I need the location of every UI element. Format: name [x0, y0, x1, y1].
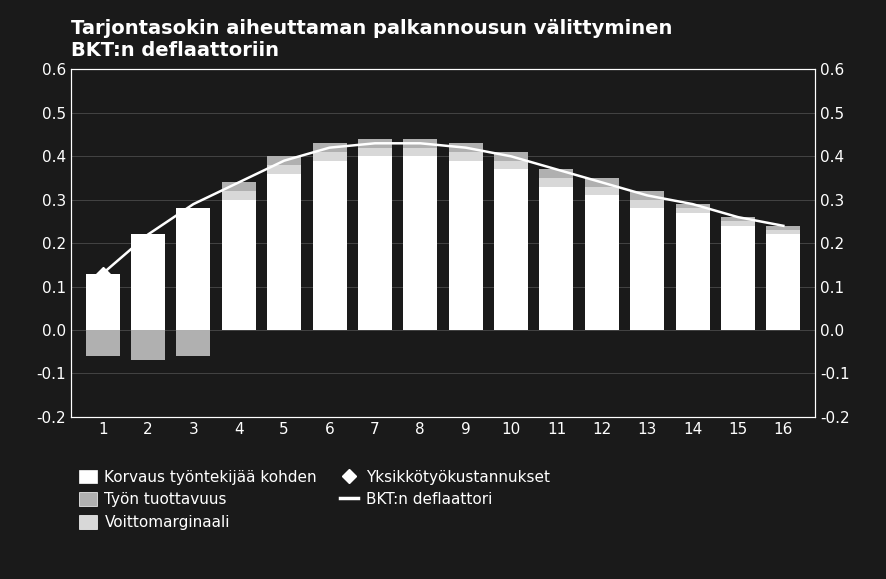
- BKT:n deflaattori: [596, 179, 607, 186]
- BKT:n deflaattori: [551, 166, 562, 173]
- Bar: [630, 208, 664, 330]
- Bar: [222, 182, 256, 191]
- Bar: [585, 196, 618, 330]
- Bar: [358, 148, 392, 156]
- Bar: [675, 204, 710, 208]
- Bar: [313, 152, 346, 161]
- Bar: [403, 156, 438, 330]
- Bar: [176, 330, 210, 356]
- Bar: [131, 234, 165, 330]
- Bar: [494, 152, 528, 161]
- Bar: [403, 139, 438, 148]
- Bar: [766, 226, 800, 230]
- Bar: [675, 208, 710, 213]
- BKT:n deflaattori: [369, 140, 380, 147]
- BKT:n deflaattori: [641, 192, 652, 199]
- Bar: [268, 165, 301, 174]
- BKT:n deflaattori: [188, 201, 198, 208]
- Bar: [222, 191, 256, 200]
- BKT:n deflaattori: [778, 222, 789, 229]
- Bar: [313, 143, 346, 152]
- Bar: [448, 161, 483, 330]
- Bar: [448, 143, 483, 152]
- Legend: Korvaus työntekijää kohden, Työn tuottavuus, Voittomarginaali, Yksikkötyökustann: Korvaus työntekijää kohden, Työn tuottav…: [79, 470, 550, 530]
- BKT:n deflaattori: [324, 144, 335, 151]
- BKT:n deflaattori: [415, 140, 425, 147]
- BKT:n deflaattori: [461, 144, 471, 151]
- Bar: [86, 274, 120, 330]
- Bar: [268, 174, 301, 330]
- Bar: [721, 226, 755, 330]
- Bar: [176, 208, 210, 330]
- Bar: [494, 161, 528, 170]
- Bar: [721, 221, 755, 226]
- Bar: [766, 234, 800, 330]
- Yksikkötyökustannukset: [97, 270, 108, 277]
- Bar: [268, 156, 301, 165]
- BKT:n deflaattori: [688, 201, 698, 208]
- BKT:n deflaattori: [97, 270, 108, 277]
- Bar: [222, 200, 256, 330]
- Bar: [131, 330, 165, 360]
- Text: Tarjontasokin aiheuttaman palkannousun välittyminen
BKT:n deflaattoriin: Tarjontasokin aiheuttaman palkannousun v…: [71, 19, 672, 60]
- Line: BKT:n deflaattori: BKT:n deflaattori: [103, 144, 783, 274]
- BKT:n deflaattori: [143, 231, 153, 238]
- Bar: [358, 156, 392, 330]
- Bar: [721, 217, 755, 221]
- Line: Yksikkötyökustannukset: Yksikkötyökustannukset: [97, 265, 153, 278]
- Bar: [630, 191, 664, 200]
- Bar: [313, 161, 346, 330]
- Bar: [540, 170, 573, 178]
- Bar: [675, 213, 710, 330]
- Bar: [358, 139, 392, 148]
- Bar: [540, 178, 573, 186]
- Bar: [585, 187, 618, 196]
- BKT:n deflaattori: [506, 153, 517, 160]
- BKT:n deflaattori: [279, 157, 290, 164]
- BKT:n deflaattori: [234, 179, 245, 186]
- Bar: [540, 186, 573, 330]
- Bar: [766, 230, 800, 234]
- Yksikkötyökustannukset: [143, 266, 153, 273]
- Bar: [494, 170, 528, 330]
- Bar: [86, 330, 120, 356]
- Bar: [448, 152, 483, 161]
- Bar: [630, 200, 664, 208]
- Bar: [403, 148, 438, 156]
- Bar: [585, 178, 618, 186]
- BKT:n deflaattori: [733, 214, 743, 221]
